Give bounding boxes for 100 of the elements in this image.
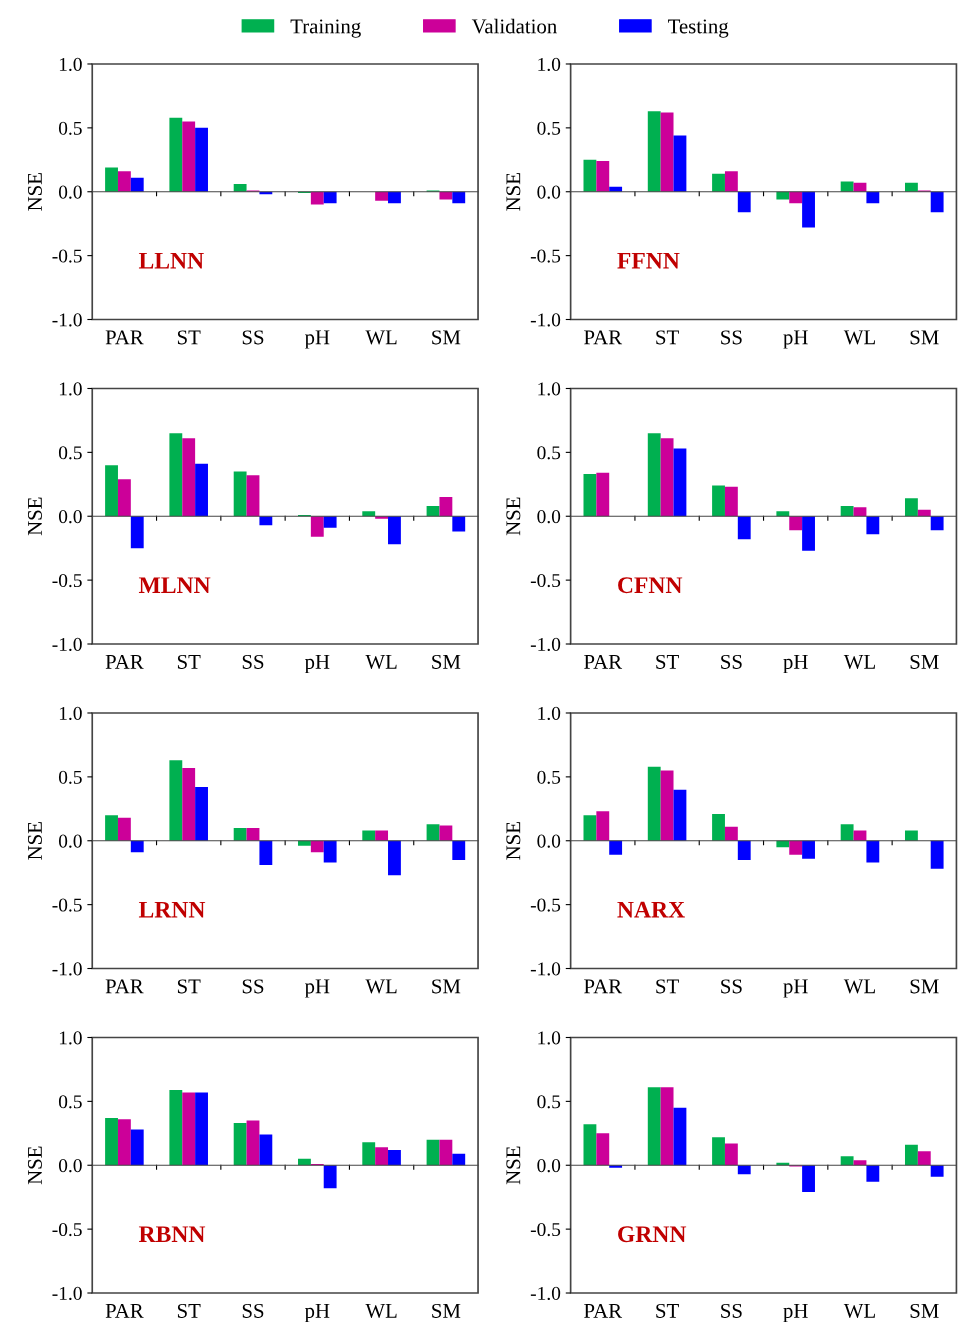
y-axis-title: NSE bbox=[27, 173, 42, 211]
y-tick-label: 1.0 bbox=[59, 382, 82, 396]
annotation: GRNN bbox=[618, 1226, 687, 1243]
x-tick-label: pH bbox=[304, 655, 330, 674]
x-tick-label: PAR bbox=[105, 1303, 144, 1318]
x-tick-label: WL bbox=[843, 655, 875, 669]
y-tick-label: 0.5 bbox=[58, 770, 82, 784]
y-tick-label: 0.5 bbox=[537, 1095, 561, 1109]
x-tick-label: SM bbox=[432, 979, 461, 994]
y-tick-label: 1.0 bbox=[538, 57, 561, 72]
y-tick-label: 1.0 bbox=[538, 382, 561, 396]
x-tick-label: WL bbox=[365, 330, 397, 345]
annotation: LRNN bbox=[138, 901, 206, 918]
x-tick-label: pH bbox=[783, 330, 808, 349]
y-tick-label: 1.0 bbox=[538, 706, 561, 721]
y-axis-title: NSE bbox=[506, 497, 521, 536]
y-tick-label: -0.5 bbox=[52, 249, 82, 263]
x-tick-label: SS bbox=[242, 654, 264, 669]
x-tick-label: ST bbox=[656, 979, 679, 994]
x-tick-label: pH bbox=[304, 330, 330, 349]
x-tick-label: ST bbox=[656, 1303, 679, 1318]
x-tick-label: pH bbox=[783, 655, 808, 674]
x-tick-label: SS bbox=[721, 1303, 742, 1318]
x-tick-label: WL bbox=[365, 1304, 397, 1318]
x-tick-label: pH bbox=[783, 979, 808, 998]
x-tick-label: PAR bbox=[584, 654, 623, 669]
y-tick-label: 0.5 bbox=[58, 446, 82, 460]
y-axis-title: NSE bbox=[27, 1146, 42, 1185]
x-tick-label: ST bbox=[177, 979, 201, 994]
y-tick-label: 0.5 bbox=[58, 121, 82, 135]
y-tick-label: 0.0 bbox=[537, 510, 561, 524]
x-tick-label: ST bbox=[656, 330, 679, 345]
x-tick-label: PAR bbox=[105, 979, 144, 994]
y-tick-label: 1.0 bbox=[538, 1031, 561, 1045]
y-tick-label: -0.5 bbox=[52, 573, 82, 588]
y-tick-label: 1.0 bbox=[59, 1031, 82, 1045]
y-tick-label: -0.5 bbox=[52, 1222, 82, 1237]
x-tick-label: SM bbox=[910, 1303, 939, 1318]
x-tick-label: SM bbox=[910, 330, 939, 345]
y-tick-label: -1.0 bbox=[52, 962, 82, 976]
y-tick-label: -1.0 bbox=[530, 313, 561, 327]
x-tick-label: WL bbox=[843, 1304, 875, 1318]
y-axis-title: NSE bbox=[27, 822, 42, 860]
legend-label: Testing bbox=[668, 19, 729, 38]
y-tick-label: -0.5 bbox=[52, 898, 82, 912]
y-tick-label: 1.0 bbox=[59, 57, 82, 72]
y-axis-title: NSE bbox=[27, 497, 42, 536]
x-tick-label: SS bbox=[242, 1303, 264, 1318]
x-tick-label: ST bbox=[177, 330, 201, 345]
y-tick-label: 1.0 bbox=[59, 706, 82, 721]
y-tick-label: -1.0 bbox=[52, 313, 82, 327]
annotation: NARX bbox=[617, 901, 685, 918]
y-tick-label: -1.0 bbox=[530, 962, 561, 976]
x-tick-label: WL bbox=[365, 979, 397, 994]
y-axis-title: NSE bbox=[506, 173, 521, 211]
x-tick-label: WL bbox=[843, 330, 875, 345]
y-tick-label: 0.0 bbox=[537, 1159, 561, 1173]
x-tick-label: ST bbox=[656, 654, 679, 669]
x-tick-label: pH bbox=[783, 1304, 808, 1323]
y-axis-title: NSE bbox=[506, 822, 521, 860]
y-tick-label: 0.5 bbox=[537, 770, 561, 784]
x-tick-label: ST bbox=[177, 654, 201, 669]
x-tick-label: WL bbox=[843, 979, 875, 994]
y-tick-label: 0.0 bbox=[58, 1159, 82, 1173]
x-tick-label: ST bbox=[177, 1303, 201, 1318]
x-tick-label: SM bbox=[910, 979, 939, 994]
annotation: LLNN bbox=[138, 252, 204, 269]
x-tick-label: pH bbox=[304, 1304, 330, 1323]
x-tick-label: SS bbox=[721, 330, 742, 345]
y-tick-label: -0.5 bbox=[530, 249, 561, 263]
y-tick-label: -0.5 bbox=[530, 573, 561, 588]
y-tick-label: -0.5 bbox=[530, 1222, 561, 1237]
y-tick-label: -0.5 bbox=[530, 898, 561, 912]
y-tick-label: 0.0 bbox=[58, 834, 82, 848]
x-tick-label: WL bbox=[365, 655, 397, 669]
x-tick-label: PAR bbox=[584, 330, 623, 345]
y-tick-label: 0.0 bbox=[58, 510, 82, 524]
x-tick-label: SS bbox=[242, 979, 264, 994]
x-tick-label: SM bbox=[432, 330, 461, 345]
annotation: FFNN bbox=[617, 252, 680, 269]
x-tick-label: SM bbox=[432, 1303, 461, 1318]
y-tick-label: -1.0 bbox=[530, 637, 561, 652]
x-tick-label: PAR bbox=[105, 330, 144, 345]
x-tick-label: pH bbox=[304, 979, 330, 998]
annotation: CFNN bbox=[618, 577, 683, 594]
legend-label: Training bbox=[290, 19, 361, 38]
y-tick-label: 0.0 bbox=[537, 834, 561, 848]
y-tick-label: 0.5 bbox=[537, 446, 561, 460]
x-tick-label: PAR bbox=[105, 654, 144, 669]
x-tick-label: SM bbox=[910, 654, 939, 669]
y-tick-label: 0.5 bbox=[537, 121, 561, 135]
y-tick-label: 0.5 bbox=[58, 1095, 82, 1109]
x-tick-label: SS bbox=[721, 979, 742, 994]
y-tick-label: 0.0 bbox=[537, 185, 561, 199]
annotation: RBNN bbox=[138, 1226, 206, 1242]
legend-label: Validation bbox=[471, 18, 557, 34]
annotation: MLNN bbox=[138, 577, 211, 593]
x-tick-label: SS bbox=[721, 654, 742, 669]
x-tick-label: PAR bbox=[584, 1303, 623, 1318]
y-axis-title: NSE bbox=[506, 1146, 521, 1185]
